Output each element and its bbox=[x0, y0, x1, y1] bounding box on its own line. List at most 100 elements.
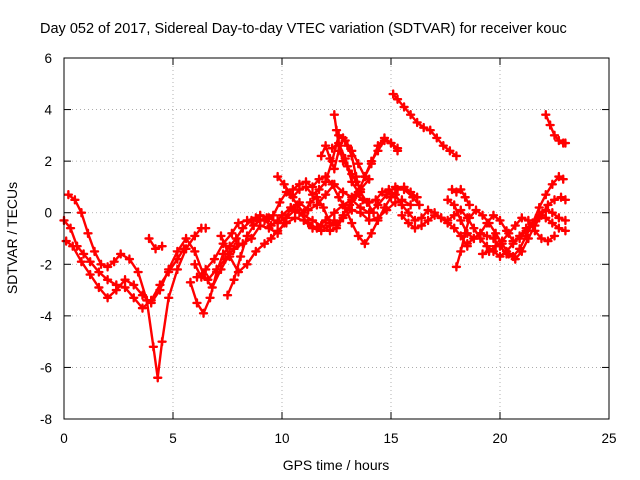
data-point bbox=[242, 259, 252, 269]
data-point bbox=[510, 220, 520, 231]
data-point bbox=[307, 223, 318, 233]
y-tick-label: 4 bbox=[44, 103, 52, 118]
data-point bbox=[229, 275, 239, 285]
data-point bbox=[432, 133, 442, 143]
data-point bbox=[386, 138, 396, 148]
data-point bbox=[543, 200, 553, 210]
data-point bbox=[392, 143, 403, 153]
data-point bbox=[560, 215, 571, 226]
data-point bbox=[484, 246, 494, 257]
data-point bbox=[70, 195, 80, 205]
data-point bbox=[329, 110, 340, 120]
data-point bbox=[272, 171, 283, 182]
data-point bbox=[388, 89, 398, 99]
data-point bbox=[547, 179, 558, 190]
data-point bbox=[255, 215, 265, 226]
data-point bbox=[504, 228, 514, 239]
data-point bbox=[490, 241, 501, 251]
data-point bbox=[360, 171, 370, 182]
data-point bbox=[229, 244, 239, 254]
data-point bbox=[386, 192, 396, 202]
data-point bbox=[541, 189, 551, 200]
y-tick-label: -2 bbox=[40, 257, 52, 272]
data-point bbox=[423, 205, 433, 215]
data-point bbox=[405, 200, 416, 210]
y-tick-label: 2 bbox=[44, 154, 52, 169]
data-point bbox=[471, 205, 481, 215]
data-point bbox=[290, 213, 300, 223]
data-point bbox=[320, 140, 331, 151]
data-point bbox=[340, 202, 350, 213]
y-tick-label: -4 bbox=[40, 309, 52, 324]
series-line bbox=[195, 185, 421, 279]
series-arc-14 bbox=[327, 135, 403, 197]
data-point bbox=[456, 246, 466, 257]
data-point bbox=[227, 228, 237, 239]
data-point bbox=[329, 208, 340, 218]
data-point bbox=[129, 293, 139, 303]
data-point bbox=[353, 231, 363, 241]
data-point bbox=[541, 110, 551, 120]
data-point bbox=[312, 192, 322, 202]
data-point bbox=[405, 110, 416, 120]
data-point bbox=[442, 195, 453, 205]
data-point bbox=[482, 241, 492, 251]
data-point bbox=[373, 146, 383, 156]
data-point bbox=[111, 280, 122, 290]
data-point bbox=[399, 182, 409, 192]
data-point bbox=[301, 177, 311, 187]
data-point bbox=[211, 264, 222, 275]
data-point bbox=[327, 143, 337, 153]
data-point bbox=[235, 251, 246, 262]
data-point bbox=[316, 226, 326, 236]
x-tick-label: 10 bbox=[274, 431, 289, 446]
data-point bbox=[416, 213, 427, 223]
data-point bbox=[172, 264, 183, 275]
data-point bbox=[115, 249, 126, 259]
data-point bbox=[403, 208, 414, 218]
data-point bbox=[429, 210, 440, 220]
data-point bbox=[218, 249, 228, 259]
data-point bbox=[150, 244, 161, 254]
data-point bbox=[547, 218, 558, 228]
data-point bbox=[102, 262, 113, 272]
data-point bbox=[231, 233, 241, 244]
data-point bbox=[451, 151, 462, 161]
data-point bbox=[279, 179, 289, 190]
data-point bbox=[144, 233, 154, 244]
data-point bbox=[83, 228, 93, 239]
data-point bbox=[410, 223, 420, 233]
data-point bbox=[442, 215, 453, 226]
data-point bbox=[536, 233, 547, 244]
data-point bbox=[488, 233, 499, 244]
y-axis-label: SDTVAR / TECUs bbox=[4, 182, 20, 294]
data-point bbox=[137, 303, 148, 313]
data-point bbox=[475, 228, 486, 239]
data-point bbox=[78, 249, 89, 259]
data-point bbox=[163, 267, 174, 277]
data-point bbox=[449, 200, 459, 210]
data-point bbox=[89, 246, 100, 257]
data-point bbox=[72, 241, 82, 251]
data-point bbox=[181, 233, 191, 244]
data-point bbox=[353, 187, 363, 197]
data-point bbox=[379, 135, 390, 146]
data-point bbox=[377, 187, 387, 197]
data-point bbox=[216, 231, 226, 241]
data-point bbox=[366, 228, 377, 239]
data-point bbox=[477, 210, 488, 220]
data-point bbox=[288, 184, 298, 195]
data-point bbox=[316, 151, 326, 161]
data-point bbox=[549, 130, 560, 141]
data-point bbox=[464, 200, 475, 210]
data-point bbox=[549, 195, 560, 205]
data-point bbox=[120, 275, 130, 285]
data-point bbox=[299, 215, 309, 226]
series-arc-4 bbox=[144, 233, 167, 254]
data-point bbox=[488, 210, 499, 220]
data-point bbox=[469, 233, 479, 244]
data-point bbox=[514, 233, 525, 244]
data-point bbox=[294, 179, 305, 190]
data-point bbox=[192, 298, 202, 308]
